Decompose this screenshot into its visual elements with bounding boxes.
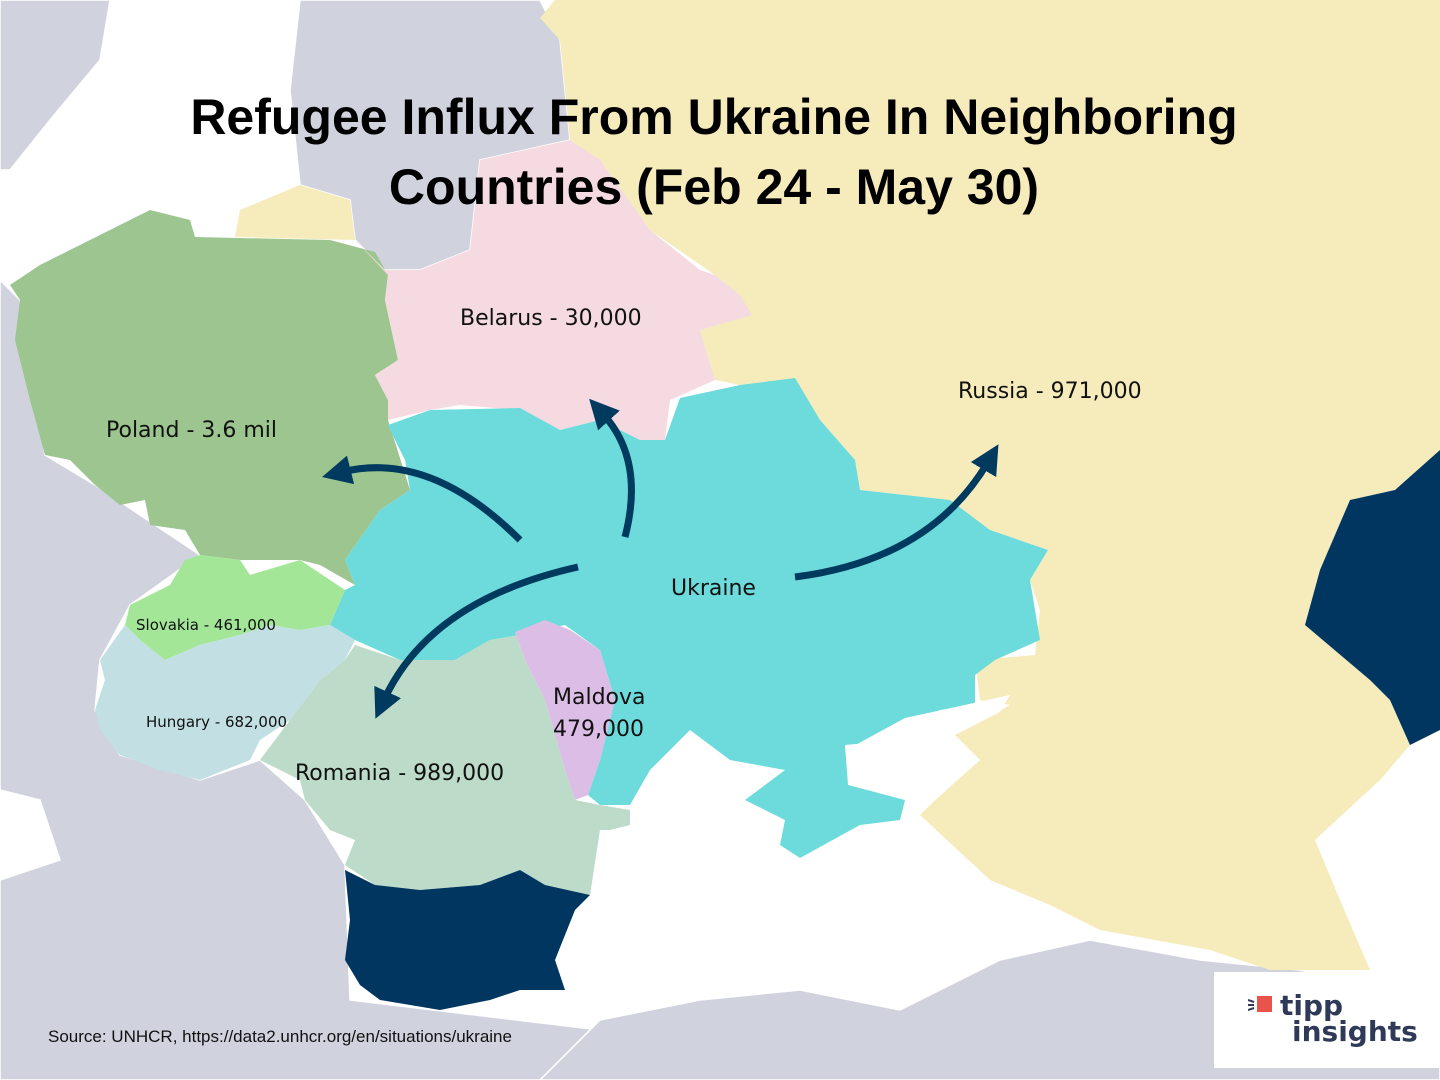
arrow-to-poland	[322, 455, 523, 543]
slovakia	[125, 555, 345, 660]
arrow-to-russia	[794, 444, 999, 581]
source-note: Source: UNHCR, https://data2.unhcr.org/e…	[48, 1027, 512, 1046]
kaliningrad	[235, 185, 355, 240]
bulgaria	[345, 870, 590, 1010]
land-top-left	[0, 0, 111, 171]
arrow-to-belarus	[589, 398, 635, 538]
belarus	[355, 140, 752, 440]
logo-mark-icon	[1248, 996, 1272, 1012]
label-hungary: Hungary - 682,000	[146, 713, 288, 731]
moldova	[515, 620, 615, 800]
poland	[10, 210, 410, 585]
label-slovakia: Slovakia - 461,000	[136, 616, 276, 634]
label-belarus: Belarus - 30,000	[460, 306, 642, 331]
caucasus	[1305, 450, 1440, 745]
label-poland: Poland - 3.6 mil	[106, 418, 278, 443]
label-romania: Romania - 989,000	[295, 761, 505, 786]
romania	[260, 632, 630, 895]
arrow-to-romania	[374, 563, 579, 719]
page-title: Refugee Influx From Ukraine In Neighbori…	[190, 89, 1238, 215]
land-west-europe	[0, 278, 621, 1080]
hungary	[95, 625, 355, 780]
label-ukraine: Ukraine	[671, 576, 756, 601]
russia	[540, 0, 1440, 970]
azov-sea	[850, 695, 1010, 812]
label-russia: Russia - 971,000	[958, 379, 1142, 404]
tipp-insights-logo: tipp insights	[1214, 972, 1440, 1068]
label-moldova: Maldova 479,000	[553, 685, 646, 742]
